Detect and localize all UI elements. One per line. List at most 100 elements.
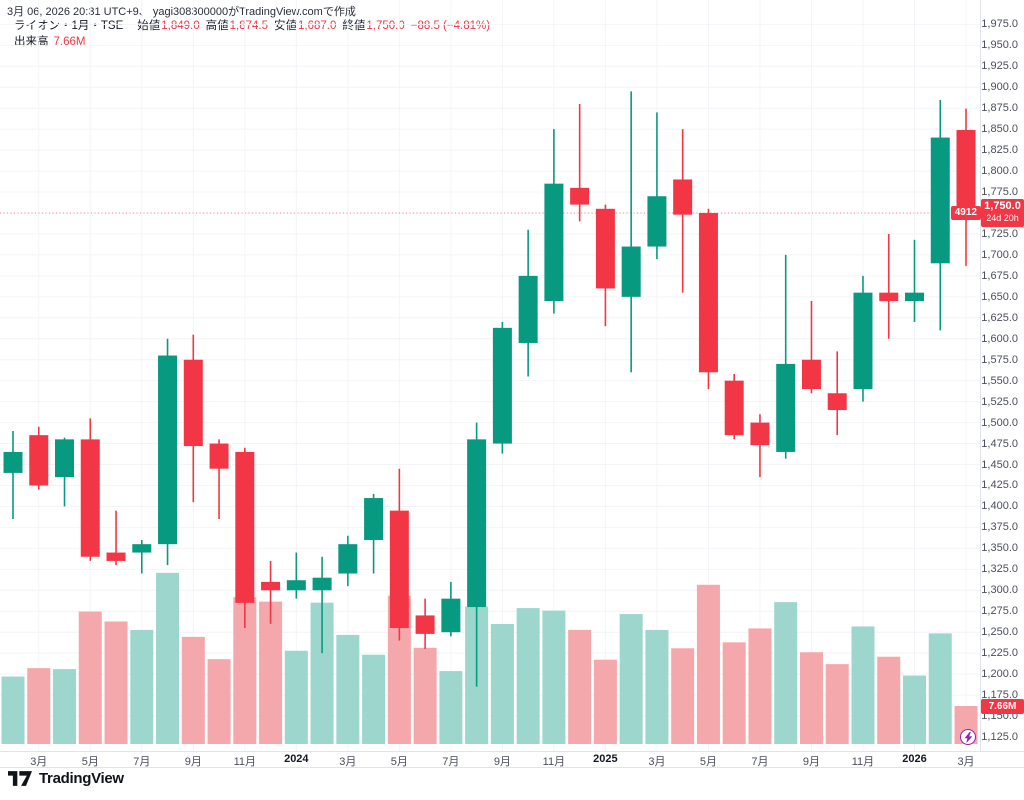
volume-bar <box>593 659 617 744</box>
candle-body[interactable] <box>518 275 538 343</box>
candle-body[interactable] <box>595 208 615 289</box>
volume-bar <box>387 595 411 744</box>
candle-body[interactable] <box>80 439 100 557</box>
volume-bar <box>439 671 463 744</box>
candle-body[interactable] <box>312 577 332 591</box>
candle-body[interactable] <box>209 443 229 469</box>
volume-bar <box>362 654 386 744</box>
volume-bar <box>671 648 695 744</box>
candle-body[interactable] <box>698 213 718 373</box>
candle-body[interactable] <box>286 580 306 591</box>
price-tick-label: 1,650.0 <box>981 290 1018 303</box>
time-tick-year: 2024 <box>284 753 309 765</box>
candle-body[interactable] <box>132 544 152 553</box>
candle-body[interactable] <box>106 552 126 561</box>
price-tick-label: 1,875.0 <box>981 102 1018 115</box>
candle-body[interactable] <box>570 187 590 205</box>
candle-body[interactable] <box>827 393 847 411</box>
time-tick-month: 3月 <box>339 756 357 768</box>
candle-body[interactable] <box>492 327 512 444</box>
volume-bar <box>928 633 952 744</box>
candle-body[interactable] <box>55 439 75 478</box>
price-tick-label: 1,950.0 <box>981 39 1018 52</box>
price-tick-label: 1,125.0 <box>981 731 1018 743</box>
close-value: 1,750.0 <box>366 20 405 32</box>
price-tick-label: 1,450.0 <box>981 458 1018 471</box>
volume-bar <box>27 668 51 744</box>
volume-bar <box>799 652 823 744</box>
time-tick-month: 7月 <box>442 756 460 768</box>
volume-bar <box>78 611 102 744</box>
volume-bar <box>568 629 592 744</box>
time-tick-month: 9月 <box>184 756 202 768</box>
candle-body[interactable] <box>441 598 461 633</box>
volume-bar <box>516 608 540 744</box>
candle-body[interactable] <box>544 183 564 302</box>
candle-body[interactable] <box>158 355 178 545</box>
tradingview-logo[interactable]: TradingView <box>8 770 124 787</box>
volume-bar <box>181 636 205 744</box>
time-tick-month: 9月 <box>802 756 821 768</box>
candle-body[interactable] <box>183 359 203 447</box>
candle-body[interactable] <box>853 292 873 390</box>
candle-body[interactable] <box>389 510 409 629</box>
lightning-bolt-glyph <box>964 731 972 743</box>
price-tick-label: 1,225.0 <box>981 647 1018 660</box>
volume-bar <box>619 614 643 744</box>
volume-bar <box>53 669 77 744</box>
lightning-icon[interactable] <box>960 729 976 745</box>
price-tick-label: 1,975.0 <box>981 18 1018 31</box>
candle-body[interactable] <box>956 129 976 213</box>
price-tick-label: 1,775.0 <box>981 186 1018 199</box>
price-tick-label: 1,200.0 <box>981 668 1018 681</box>
candle-body[interactable] <box>364 498 384 540</box>
price-tick-label: 1,375.0 <box>981 521 1018 534</box>
volume-bar <box>748 628 772 744</box>
candle-body[interactable] <box>338 544 358 574</box>
volume-bar <box>336 634 360 744</box>
price-axis[interactable]: 1,975.0 1,950.0 1,925.0 1,900.0 1,875.0 1,850… <box>981 0 1024 751</box>
time-tick-month: 5月 <box>699 756 717 768</box>
symbol-title[interactable]: ライオン・1月・TSE <box>14 20 124 32</box>
candle-body[interactable] <box>467 439 487 608</box>
volume-bar <box>774 602 798 744</box>
candle-body[interactable] <box>415 615 435 634</box>
time-tick-month: 5月 <box>390 756 408 768</box>
candle-body[interactable] <box>879 292 899 302</box>
price-tick-label: 1,175.0 <box>981 689 1018 702</box>
candle-body[interactable] <box>673 179 693 215</box>
time-axis[interactable]: 3月 5月 7月 9月 11月 2024 3月 5月 7月 9月 11月 2025 3月 5月 7月 9月 11… <box>0 752 1024 768</box>
candle-body[interactable] <box>930 137 950 264</box>
price-tick-label: 1,475.0 <box>981 437 1018 450</box>
tradingview-logo-text: TradingView <box>39 770 124 787</box>
candle-body[interactable] <box>904 292 924 302</box>
candle-body[interactable] <box>235 451 255 603</box>
price-tick-label: 1,825.0 <box>981 144 1018 157</box>
time-tick-month: 3月 <box>30 756 48 768</box>
price-tick-label: 1,575.0 <box>981 353 1018 366</box>
time-tick-month: 5月 <box>81 756 99 768</box>
candle-body[interactable] <box>621 246 641 297</box>
price-tick-label: 1,525.0 <box>981 395 1018 408</box>
volume-bar <box>259 601 283 744</box>
volume-bar <box>851 626 875 744</box>
candle-body[interactable] <box>724 380 744 436</box>
candle-body[interactable] <box>647 196 667 247</box>
candle-body[interactable] <box>801 359 821 390</box>
volume-bar <box>413 647 437 744</box>
candle-body[interactable] <box>29 435 49 486</box>
volume-axis-badge: 7.66M <box>981 699 1024 714</box>
price-tick-label: 1,400.0 <box>981 500 1018 513</box>
price-tick-label: 1,925.0 <box>981 60 1018 73</box>
volume-bar <box>207 659 231 744</box>
candle-body[interactable] <box>3 451 23 473</box>
volume-bar <box>825 664 849 744</box>
candle-body[interactable] <box>261 581 281 591</box>
time-tick-year: 2025 <box>593 753 618 765</box>
candle-body[interactable] <box>776 363 796 452</box>
time-tick-month: 11月 <box>233 756 257 768</box>
candle-body[interactable] <box>750 422 770 446</box>
price-tick-label: 1,550.0 <box>981 374 1018 387</box>
